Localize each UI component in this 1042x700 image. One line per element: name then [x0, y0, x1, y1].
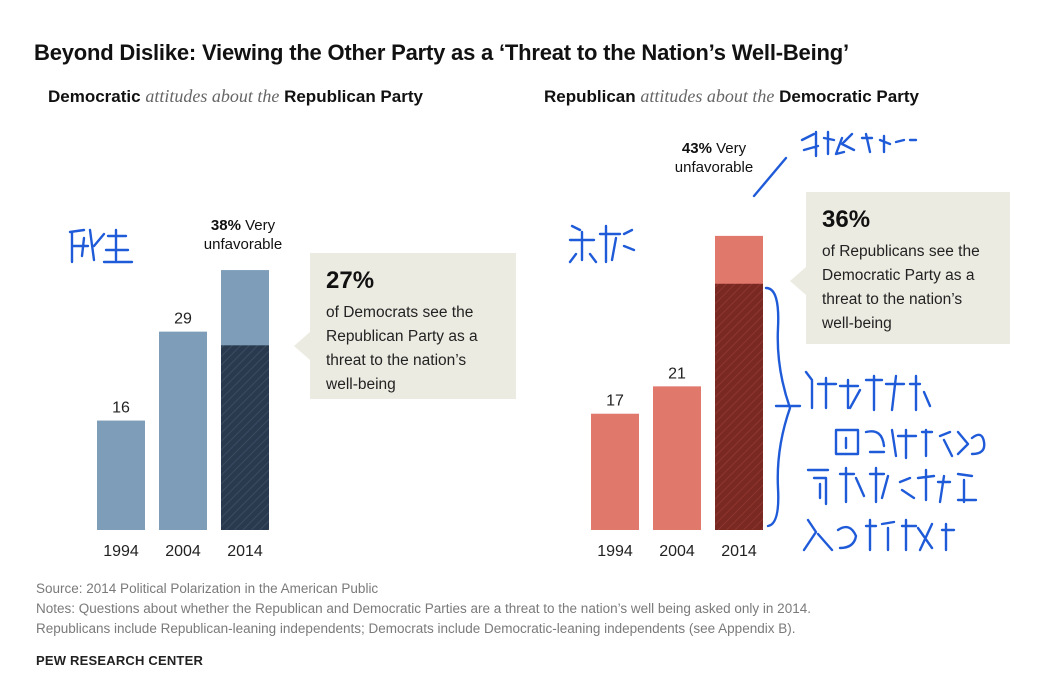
annotation-word: unfavorable [203, 236, 283, 253]
very-unfavorable-annotation: 38% Very unfavorable [188, 216, 298, 254]
notes-line-1: Notes: Questions about whether the Repub… [36, 601, 811, 616]
subtitle-bold-1: Republican [544, 87, 636, 106]
subtitle-italic: attitudes about the [640, 86, 775, 106]
annotation-word: Very [716, 140, 747, 157]
bar-value-label: 17 [606, 393, 624, 410]
bar-threat-segment [715, 283, 763, 530]
bar-1994 [591, 413, 639, 530]
notes-line-2: Republicans include Republican-leaning i… [36, 621, 796, 636]
annotation-word: Very [245, 217, 276, 234]
bar-value-label: 21 [668, 365, 686, 382]
handwriting-annotations [68, 130, 986, 552]
x-tick-label: 2004 [165, 543, 201, 560]
x-tick-label: 1994 [597, 543, 633, 560]
x-tick-label: 2014 [721, 543, 757, 560]
bar-value-label: 29 [174, 311, 192, 328]
subtitle-italic: attitudes about the [145, 86, 280, 106]
subtitle-bold-2: Republican Party [284, 87, 423, 106]
subtitle-bold-2: Democratic Party [779, 87, 919, 106]
very-unfavorable-annotation: 43% Very unfavorable [658, 139, 770, 177]
callout-pointer [294, 332, 310, 360]
subtitle-bold-1: Democratic [48, 87, 141, 106]
callout-percent: 36% [822, 206, 871, 233]
callout-text: of Democrats see the Republican Party as… [326, 304, 478, 393]
bar-threat-segment [221, 345, 269, 530]
callout-pointer [790, 267, 806, 295]
x-tick-label: 1994 [103, 543, 139, 560]
left-panel-subtitle: Democratic attitudes about the Republica… [48, 86, 423, 107]
annotation-percent: 43% [681, 140, 712, 157]
annotation-word: unfavorable [674, 159, 754, 176]
chart-title: Beyond Dislike: Viewing the Other Party … [34, 40, 849, 65]
source-note: Source: 2014 Political Polarization in t… [36, 581, 379, 596]
callout-text: of Republicans see the Democratic Party … [822, 243, 980, 332]
bar-2004 [159, 331, 207, 530]
annotation-percent: 38% [210, 217, 241, 234]
x-tick-label: 2014 [227, 543, 263, 560]
right-panel-subtitle: Republican attitudes about the Democrati… [544, 86, 919, 107]
brand-logo-text: PEW RESEARCH CENTER [36, 653, 204, 668]
bar-2004 [653, 386, 701, 530]
callout-box-republicans: 36% of Republicans see the Democratic Pa… [806, 192, 1010, 344]
bar-value-label: 16 [112, 400, 130, 417]
x-tick-label: 2004 [659, 543, 695, 560]
callout-box-democrats: 27% of Democrats see the Republican Part… [310, 253, 516, 399]
callout-percent: 27% [326, 267, 375, 294]
bar-1994 [97, 420, 145, 530]
